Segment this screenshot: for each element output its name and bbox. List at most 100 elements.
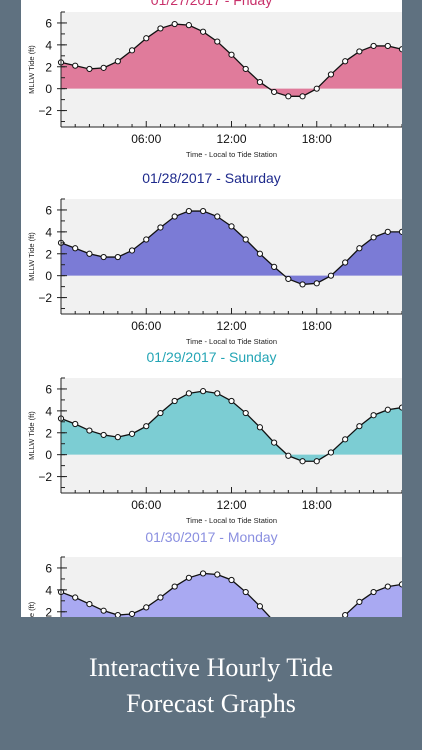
- tide-point: [72, 420, 79, 428]
- tide-point: [285, 452, 292, 459]
- tide-point: [242, 409, 249, 417]
- tide-area: [61, 211, 402, 285]
- tide-point: [128, 247, 136, 254]
- chart-title-day-2: 01/28/2017 - Saturday: [142, 170, 281, 186]
- tide-point: [199, 207, 207, 215]
- x-axis-title: Time - Local to Tide Station: [186, 516, 277, 525]
- tide-chart-day-4[interactable]: 6 4 2 Tide (ft): [21, 549, 402, 617]
- y-tick-label: −2: [38, 470, 52, 484]
- tide-point: [313, 280, 320, 287]
- y-tick-label: 4: [45, 583, 52, 597]
- tide-point: [228, 223, 235, 230]
- tide-point: [171, 20, 178, 28]
- tide-point: [384, 406, 391, 413]
- y-axis-title: MLLW Tide (ft): [27, 45, 36, 94]
- tide-point: [214, 213, 221, 220]
- tide-point: [171, 583, 178, 590]
- x-tick-label: 18:00: [302, 319, 332, 333]
- tide-point: [299, 281, 306, 288]
- tide-point: [214, 38, 221, 45]
- y-tick-label: 4: [45, 404, 52, 418]
- tide-point: [256, 424, 264, 431]
- tide-point: [327, 449, 335, 456]
- y-tick-label: 2: [45, 247, 52, 261]
- tide-chart-day-3[interactable]: 6 4 2 0 −2 06:00 12:00 18:00 Time - Local to Tid…: [21, 370, 402, 525]
- x-tick-label: 12:00: [216, 319, 246, 333]
- tide-point: [313, 85, 320, 92]
- tide-point: [356, 423, 363, 430]
- tide-area: [61, 24, 402, 97]
- y-tick-label: 0: [45, 448, 52, 462]
- tide-point: [370, 588, 377, 596]
- tide-point: [143, 604, 150, 611]
- tide-point: [100, 64, 107, 71]
- tide-point: [356, 245, 363, 252]
- tide-point: [199, 388, 207, 395]
- y-axis-title: MLLW Tide (ft): [27, 411, 36, 460]
- tide-point: [185, 22, 192, 29]
- x-tick-label: 06:00: [131, 319, 161, 333]
- tide-point: [199, 570, 207, 577]
- tide-point: [370, 412, 377, 419]
- tide-point: [72, 594, 79, 601]
- y-tick-label: −2: [38, 104, 52, 118]
- y-tick-label: 6: [45, 16, 52, 30]
- tide-point: [143, 35, 150, 42]
- tide-point: [100, 253, 107, 261]
- tide-point: [185, 207, 192, 215]
- tide-point: [100, 607, 107, 614]
- tide-point: [370, 234, 377, 241]
- phone-screen: 01/27/2017 - Friday 6 4 2 0 −2 06:00 12:00 18:0…: [21, 0, 402, 617]
- tide-point: [214, 571, 221, 578]
- tide-point: [214, 390, 221, 397]
- tide-point: [114, 434, 121, 441]
- tide-point: [398, 228, 402, 235]
- y-tick-label: 6: [45, 382, 52, 396]
- tide-point: [356, 48, 363, 55]
- tide-point: [384, 228, 391, 235]
- tide-point: [256, 78, 264, 86]
- tide-point: [356, 598, 363, 606]
- tide-point: [398, 46, 402, 53]
- x-tick-label: 12:00: [216, 132, 246, 146]
- caption: Interactive Hourly Tide Forecast Graphs: [0, 650, 422, 722]
- caption-line-2: Forecast Graphs: [126, 689, 296, 718]
- y-tick-label: 4: [45, 38, 52, 52]
- y-tick-label: 6: [45, 561, 52, 575]
- tide-point: [398, 404, 402, 411]
- tide-point: [171, 213, 178, 220]
- chart-title-day-3: 01/29/2017 - Sunday: [146, 349, 277, 365]
- tide-point: [299, 93, 306, 100]
- y-tick-label: 4: [45, 225, 52, 239]
- y-tick-label: 0: [45, 82, 52, 96]
- y-tick-label: 6: [45, 203, 52, 217]
- tide-point: [384, 42, 391, 50]
- tide-point: [242, 236, 249, 243]
- caption-line-1: Interactive Hourly Tide: [88, 653, 334, 682]
- tide-point: [157, 594, 164, 601]
- tide-point: [128, 430, 136, 437]
- tide-point: [72, 245, 79, 252]
- tide-point: [185, 574, 192, 581]
- tide-point: [342, 259, 349, 266]
- tide-point: [157, 224, 164, 231]
- tide-point: [242, 65, 249, 73]
- y-tick-label: 2: [45, 426, 52, 440]
- tide-point: [299, 458, 306, 465]
- tide-point: [228, 397, 235, 405]
- tide-point: [157, 25, 164, 32]
- tide-chart-day-1[interactable]: 6 4 2 0 −2 06:00 12:00 18:00 Time - Local to Tid…: [21, 4, 402, 164]
- tide-point: [285, 275, 292, 283]
- tide-chart-day-2[interactable]: 6 4 2 0 −2 06:00 12:00 18:00 Time - Local to Tid…: [21, 191, 402, 346]
- tide-point: [100, 431, 107, 439]
- tide-point: [242, 588, 249, 596]
- y-tick-label: 2: [45, 60, 52, 74]
- tide-point: [171, 397, 178, 405]
- x-tick-label: 06:00: [131, 132, 161, 146]
- x-tick-label: 18:00: [302, 498, 332, 512]
- tide-point: [114, 611, 121, 617]
- tide-point: [271, 88, 278, 96]
- tide-point: [157, 409, 164, 417]
- tide-point: [327, 71, 335, 78]
- chart-title-day-1: 01/27/2017 - Friday: [150, 0, 273, 8]
